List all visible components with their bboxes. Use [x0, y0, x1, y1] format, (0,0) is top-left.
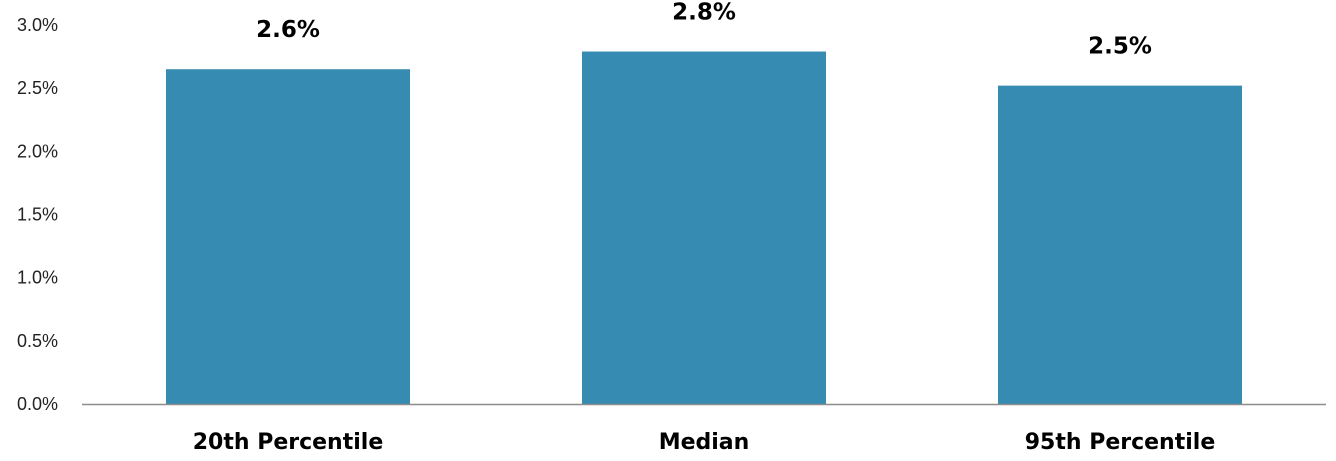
y-axis-ticks: 0.0% 0.5% 1.0% 1.5% 2.0% 2.5% 3.0% — [17, 15, 58, 414]
y-tick-label: 1.0% — [17, 268, 58, 288]
x-tick-label: Median — [659, 430, 750, 455]
data-label: 2.6% — [256, 17, 320, 43]
data-labels-group: 2.6% 2.8% 2.5% — [256, 0, 1152, 60]
bar — [166, 69, 410, 404]
x-tick-label: 20th Percentile — [193, 430, 384, 455]
data-label: 2.5% — [1088, 34, 1152, 60]
data-label: 2.8% — [672, 0, 736, 26]
bar — [582, 51, 826, 404]
x-axis-ticks: 20th Percentile Median 95th Percentile — [193, 430, 1216, 455]
y-tick-label: 2.5% — [17, 78, 58, 98]
bars-group — [166, 51, 1242, 404]
y-tick-label: 2.0% — [17, 141, 58, 161]
x-tick-label: 95th Percentile — [1025, 430, 1216, 455]
y-tick-label: 0.5% — [17, 331, 58, 351]
y-tick-label: 3.0% — [17, 15, 58, 35]
y-tick-label: 1.5% — [17, 205, 58, 225]
y-tick-label: 0.0% — [17, 394, 58, 414]
bar — [998, 85, 1242, 404]
